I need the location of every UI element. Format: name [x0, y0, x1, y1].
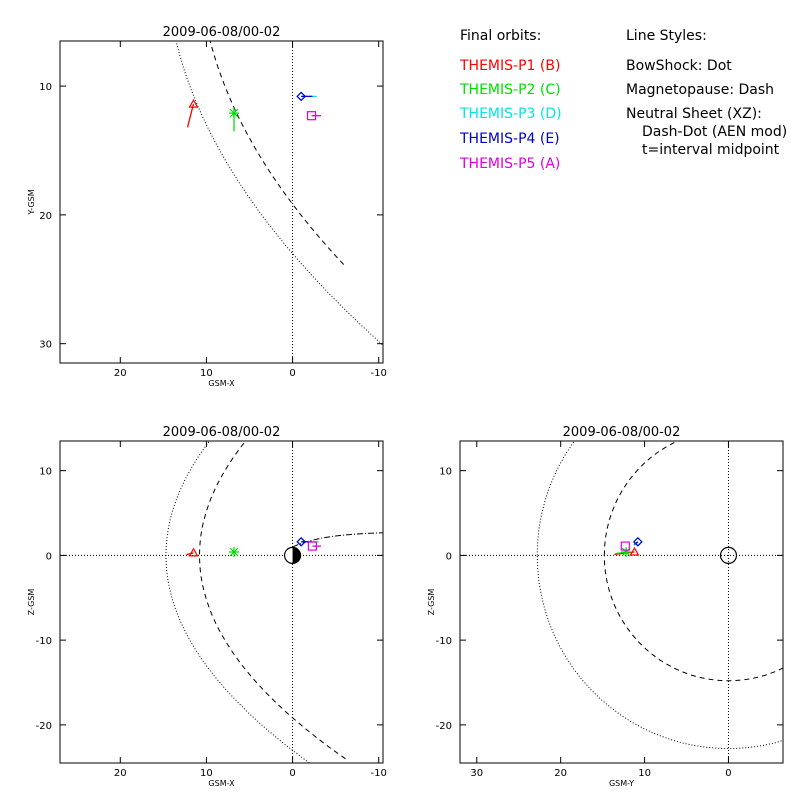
probe-marker	[620, 541, 630, 551]
x-axis-label: GSM-X	[208, 779, 235, 788]
probe-1	[186, 98, 199, 128]
x-tick-label: 10	[638, 768, 651, 779]
probe-4	[296, 91, 313, 102]
probe-track	[634, 541, 639, 545]
probe-marker	[306, 111, 317, 121]
y-tick-label: 0	[46, 551, 52, 562]
legend-probe-p2: THEMIS-P2 (C)	[459, 82, 561, 98]
legend-style-bowshock: BowShock: Dot	[626, 58, 732, 74]
x-tick-label: 30	[470, 768, 483, 779]
chart-title: 2009-06-08/00-02	[163, 425, 281, 440]
probe-marker	[629, 546, 640, 556]
plot-frame	[59, 440, 384, 764]
probe-marker	[296, 91, 307, 102]
probe-5	[620, 541, 630, 551]
x-tick-label: 10	[200, 768, 213, 779]
probe-4	[633, 536, 643, 547]
plot-frame	[459, 440, 784, 764]
x-tick-label: 0	[289, 368, 295, 379]
y-tick-label: 0	[446, 551, 452, 562]
plot-panels: 2009-06-08/00-02 20 10 0 -10 0 10 20 30 GSM-X Y-GS…	[27, 25, 784, 788]
probe-2	[615, 547, 632, 558]
y-tick-label: -10	[436, 636, 452, 647]
legend-probe-p4: THEMIS-P4 (E)	[459, 131, 560, 147]
probe-marker	[633, 536, 643, 547]
probe-marker	[228, 108, 239, 119]
probe-marker	[188, 98, 199, 108]
y-tick-label: -10	[36, 636, 52, 647]
probe-5	[306, 111, 321, 121]
probe-marker	[188, 547, 199, 557]
probe-marker	[296, 536, 307, 547]
legend-style-neutral-sheet: Neutral Sheet (XZ):	[626, 106, 762, 122]
legend-styles-title: Line Styles:	[626, 28, 707, 44]
earth-night-side	[292, 547, 301, 564]
plot-area	[460, 441, 783, 763]
y-tick-label: 10	[439, 467, 452, 478]
x-tick-label: 10	[200, 368, 213, 379]
legend-style-dash-dot: Dash-Dot (AEN mod)	[642, 124, 787, 140]
x-tick-label: 20	[114, 768, 127, 779]
probe-marker	[228, 547, 239, 558]
plot-panel-2: 2009-06-08/00-02 20 10 0 -10 10 0 -10 -20 GSM-X Z-…	[27, 425, 387, 788]
legend-orbits: Final orbits: THEMIS-P1 (B) THEMIS-P2 (C…	[459, 28, 562, 172]
plot-area	[175, 41, 383, 363]
x-tick-label: 20	[554, 768, 567, 779]
x-axis-label: GSM-Y	[609, 779, 634, 788]
x-axis-label: GSM-X	[208, 379, 235, 388]
probe-track	[186, 103, 195, 128]
probe-marker	[307, 541, 317, 551]
plot-area	[60, 441, 383, 763]
legend-style-midpoint: t=interval midpoint	[642, 142, 780, 158]
x-tick-label: -10	[371, 768, 387, 779]
y-axis-label: Z-GSM	[427, 589, 436, 616]
legend-style-magnetopause: Magnetopause: Dash	[626, 82, 774, 98]
legend-line-styles: Line Styles: BowShock: Dot Magnetopause:…	[626, 28, 787, 158]
y-tick-label: 10	[39, 82, 52, 93]
bowshock-curve	[165, 441, 311, 763]
chart-title: 2009-06-08/00-02	[163, 25, 281, 40]
x-tick-label: 0	[289, 768, 295, 779]
legend-probe-p1: THEMIS-P1 (B)	[459, 58, 560, 74]
y-tick-label: 30	[39, 340, 52, 351]
plot-panel-3: 2009-06-08/00-02 30 20 10 0 10 0 -10 -20 GSM-Y Z-G…	[427, 425, 784, 788]
y-tick-label: -20	[36, 721, 52, 732]
x-tick-label: 0	[725, 768, 731, 779]
probe-2	[228, 547, 239, 558]
x-tick-label: 20	[114, 368, 127, 379]
legend-probe-p5: THEMIS-P5 (A)	[459, 156, 560, 172]
earth-icon	[719, 546, 738, 564]
y-tick-label: -20	[436, 721, 452, 732]
y-axis-label: Y-GSM	[27, 189, 36, 215]
probe-1	[186, 547, 199, 557]
plot-frame	[59, 40, 384, 364]
magnetopause-curve	[209, 41, 346, 267]
x-tick-label: -10	[371, 368, 387, 379]
legend-orbits-title: Final orbits:	[460, 28, 541, 44]
y-axis-label: Z-GSM	[27, 589, 36, 616]
probe-2	[228, 108, 239, 132]
y-tick-label: 10	[39, 467, 52, 478]
probe-marker	[621, 547, 632, 558]
probe-5	[307, 541, 321, 551]
chart-title: 2009-06-08/00-02	[563, 425, 681, 440]
plot-panel-1: 2009-06-08/00-0220100-100102030GSM-XY-GS…	[27, 25, 387, 388]
y-tick-label: 20	[39, 211, 52, 222]
magnetopause-curve	[603, 441, 783, 682]
legend-probe-p3: THEMIS-P3 (D)	[459, 106, 562, 122]
